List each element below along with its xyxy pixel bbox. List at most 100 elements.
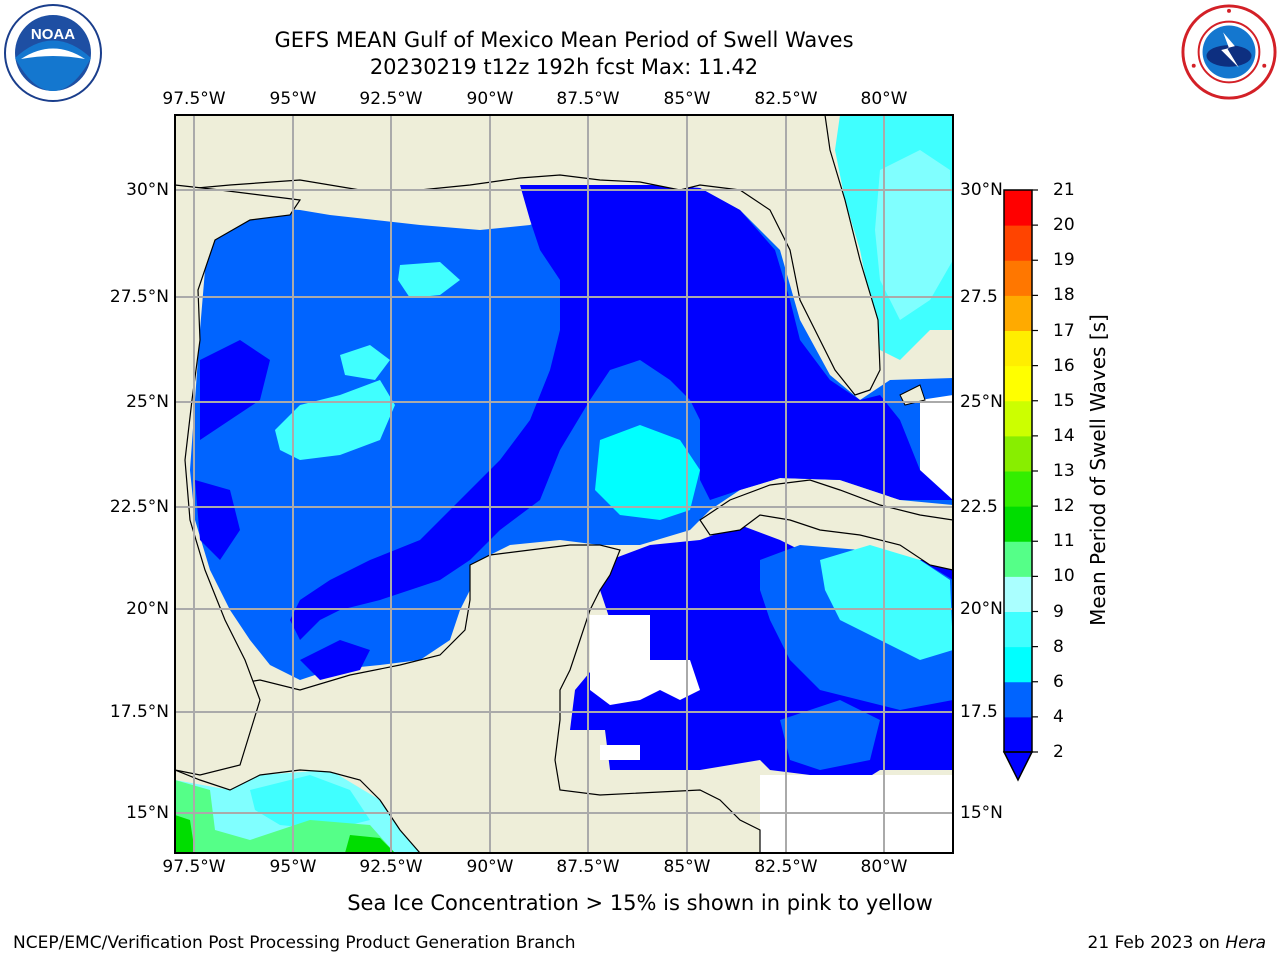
colorbar-tick-label: 10 [1053,566,1075,587]
lon-label-bottom: 80°W [860,857,908,877]
lon-label-bottom: 87.5°W [556,857,620,877]
colorbar-segment [1004,365,1032,402]
colorbar-segment [1004,576,1032,612]
pacific-swell-zone-green-dark [175,815,195,853]
lat-label-right: 25°N [960,392,1003,412]
map-title: GEFS MEAN Gulf of Mexico Mean Period of … [274,28,854,52]
colorbar-segment [1004,471,1032,507]
date-text: 21 Feb 2023 on Hera [1088,933,1266,953]
colorbar-segment [1004,611,1032,648]
gulf-swell-zone-high [398,262,460,298]
map-frame [174,114,954,854]
colorbar-tick-label: 8 [1053,636,1064,657]
colorbar-tick-label: 17 [1053,320,1075,341]
colorbar-segment [1004,295,1032,331]
colorbar-segment [1004,716,1032,753]
caribbean-swell-zone [780,700,880,770]
gulf-swell-zone-high [340,345,390,380]
pacific-swell-zone-green-dark [345,835,395,853]
colorbar-tick-label: 12 [1053,496,1075,517]
colorbar-tick-label: 13 [1053,461,1075,481]
host-label: Hera [1225,933,1266,953]
colorbar-segment [1004,541,1032,577]
colorbar-tick-label: 14 [1053,425,1075,446]
colorbar-tick-label: 2 [1053,742,1064,762]
lon-label-bottom: 90°W [466,857,514,877]
lat-label-right: 27.5 [960,287,998,307]
lon-label-top: 97.5°W [162,89,226,109]
colorbar-label: Mean Period of Swell Waves [s] [1086,314,1110,626]
gulf-swell-zone-low [290,185,953,640]
credit-text: NCEP/EMC/Verification Post Processing Pr… [13,933,576,953]
lat-label-left: 17.5°N [109,702,169,722]
gulf-swell-zone-high [595,425,700,520]
yucatan-land [175,544,761,853]
gulf-swell-zone-low [200,340,270,440]
lat-label-right: 20°N [960,599,1003,619]
map-grid [175,115,953,853]
no-data-area [920,395,953,500]
lat-label-left: 20°N [126,599,169,619]
gulf-swell-zone-low [300,640,370,680]
colorbar [1002,189,1038,782]
colorbar-tick-label: 16 [1053,355,1075,376]
lon-label-bottom: 82.5°W [754,857,818,877]
gulf-swell-zone-high [275,380,395,460]
colorbar-segment [1004,435,1032,472]
lat-label-right: 15°N [960,803,1003,823]
gulf-swell-zone-low [195,480,240,560]
colorbar-tick-label: 15 [1053,390,1075,411]
pacific-swell-zone-high [250,775,370,830]
colorbar-tick-label: 11 [1053,531,1075,552]
colorbar-segment [1004,330,1032,367]
nws-logo [1181,4,1277,100]
colorbar-extension [1002,751,1034,782]
colorbar-tick-label: 9 [1053,601,1064,622]
lat-label-left: 15°N [126,803,169,823]
lat-label-left: 30°N [126,180,169,200]
pacific-swell-zone-green [175,780,395,853]
colorbar-segment [1004,646,1032,683]
lon-label-bottom: 92.5°W [359,857,423,877]
colorbar-segment [1004,681,1032,718]
colorbar-segment [1004,225,1032,261]
colorbar-tick-label: 6 [1053,671,1064,692]
colorbar-tick-label: 20 [1053,215,1075,236]
colorbar-tick-label: 4 [1053,706,1064,727]
lat-label-left: 27.5°N [109,287,169,307]
lon-label-top: 90°W [466,89,514,109]
colorbar-tick-label: 21 [1053,180,1075,200]
lat-label-right: 30°N [960,180,1003,200]
colorbar-tick-label: 18 [1053,285,1075,306]
lon-label-top: 92.5°W [359,89,423,109]
no-data-area [600,745,640,760]
noaa-logo: NOAA [4,4,102,102]
lon-label-bottom: 95°W [269,857,317,877]
lat-label-right: 17.5 [960,702,998,722]
florida-land [175,115,881,396]
lon-label-bottom: 97.5°W [162,857,226,877]
lon-label-top: 80°W [860,89,908,109]
no-data-area [590,615,700,705]
colorbar-segment [1004,260,1032,296]
svg-text:NOAA: NOAA [31,26,75,43]
sea-ice-note: Sea Ice Concentration > 15% is shown in … [347,891,933,915]
colorbar-segment [1004,506,1032,542]
colorbar-segment [1004,400,1032,437]
lon-label-top: 85°W [663,89,711,109]
lon-label-top: 87.5°W [556,89,620,109]
lon-label-bottom: 85°W [663,857,711,877]
colorbar-tick-label: 19 [1053,250,1075,271]
atlantic-swell-zone-high [875,150,953,320]
lat-label-right: 22.5 [960,497,998,517]
lat-label-left: 22.5°N [109,497,169,517]
cuba-land [699,479,953,571]
map-subtitle: 20230219 t12z 192h fcst Max: 11.42 [369,55,759,79]
lon-label-top: 95°W [269,89,317,109]
lat-label-left: 25°N [126,392,169,412]
colorbar-segment [1004,190,1032,226]
date-label: 21 Feb 2023 on [1087,933,1226,953]
caribbean-swell-zone-high [820,545,953,660]
lon-label-top: 82.5°W [754,89,818,109]
